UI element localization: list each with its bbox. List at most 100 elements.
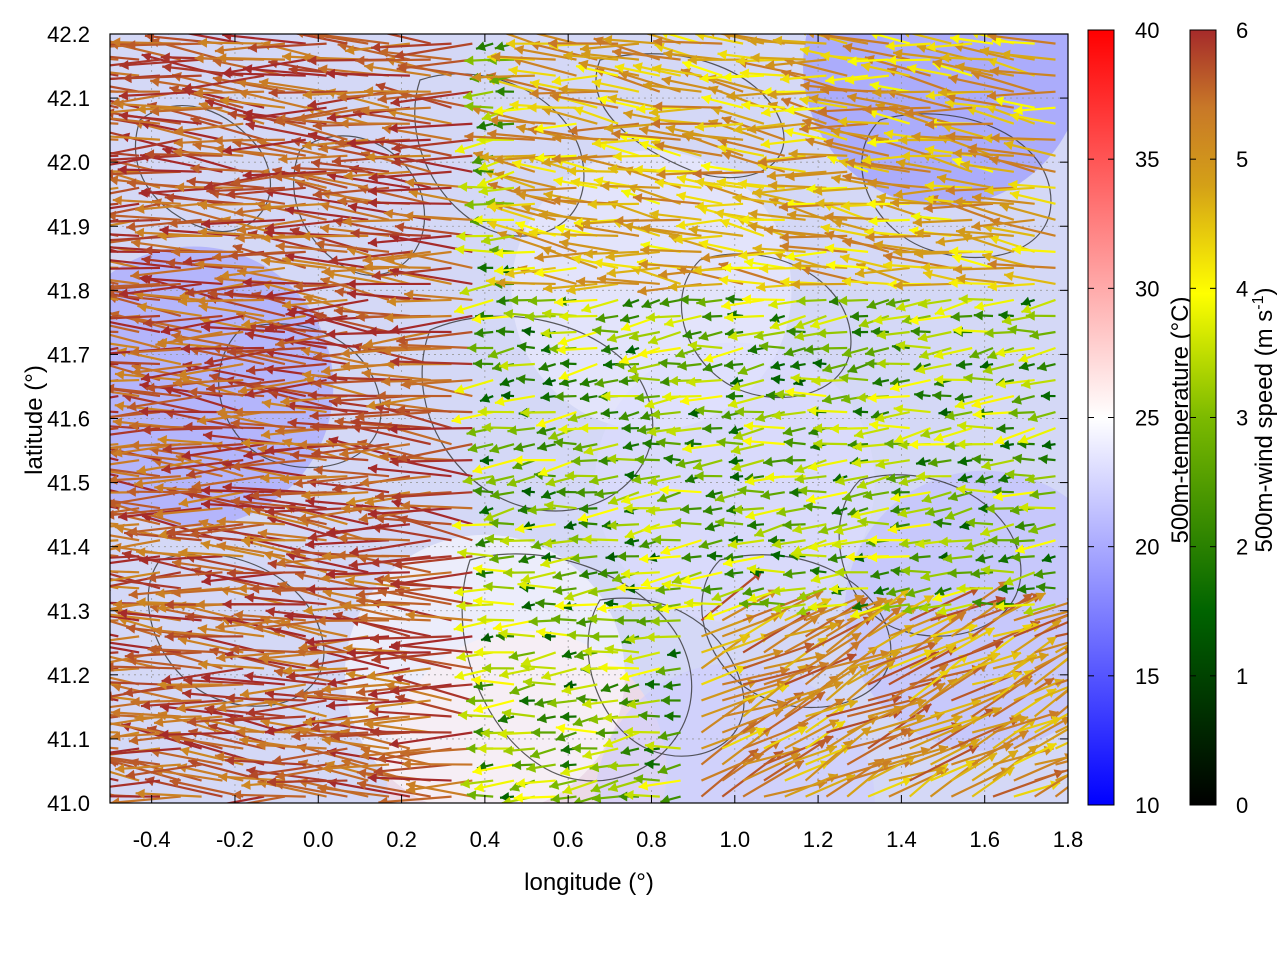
wind-vector-head	[603, 738, 614, 748]
wind-vector-head	[178, 547, 188, 558]
wind-vector-shaft	[846, 606, 902, 654]
wind-vector-shaft	[134, 202, 202, 211]
wind-vector-head	[1046, 636, 1057, 646]
wind-vector-head	[792, 524, 803, 534]
wind-vector-head	[914, 713, 925, 723]
wind-vector-head	[327, 677, 338, 688]
wind-vector-head	[41, 320, 51, 330]
wind-vector-head	[390, 97, 401, 107]
wind-vector-shaft	[909, 586, 981, 622]
wind-vector-head	[886, 473, 896, 483]
wind-vector-shaft	[367, 330, 452, 334]
wind-vector-shaft	[1013, 717, 1068, 750]
wind-vector-shaft	[241, 441, 306, 446]
wind-vector-shaft	[365, 154, 431, 159]
wind-vector-head	[768, 180, 778, 191]
wind-vector-shaft	[992, 653, 1049, 670]
wind-vector-head	[476, 41, 487, 51]
wind-vector-shaft	[935, 234, 994, 244]
wind-vector-head	[820, 51, 830, 62]
wind-vector-head	[665, 124, 676, 135]
wind-vector-head	[796, 606, 807, 616]
wind-vector-head	[654, 42, 665, 53]
wind-vector-head	[457, 548, 467, 559]
colorbar-tick-label: 40	[1135, 18, 1159, 43]
wind-vector-head	[938, 536, 949, 547]
wind-vector-head	[807, 405, 817, 416]
wind-vector-head	[904, 34, 910, 38]
wind-vector-head	[487, 129, 497, 140]
wind-vector-head	[115, 763, 125, 774]
wind-vector-head	[1011, 552, 1021, 563]
wind-vector-head	[765, 390, 776, 401]
wind-vector-head	[222, 482, 232, 493]
wind-vector-shaft	[189, 523, 265, 537]
wind-vector-head	[499, 535, 509, 546]
wind-vector-shaft	[854, 266, 910, 276]
wind-vector-head	[763, 456, 773, 467]
wind-vector-head	[659, 485, 669, 496]
wind-vector-head	[857, 479, 868, 490]
wind-vector-head	[499, 377, 510, 387]
wind-vector-shaft	[245, 699, 327, 715]
wind-vector-head	[265, 445, 275, 456]
wind-vector-head	[573, 442, 583, 453]
wind-vector-shaft	[279, 475, 348, 481]
wind-vector-head	[554, 600, 564, 611]
wind-vector-head	[400, 379, 411, 390]
wind-vector-head	[600, 683, 612, 693]
wind-vector-shaft	[692, 170, 764, 176]
wind-vector-shaft	[404, 292, 473, 302]
wind-vector-head	[1011, 244, 1022, 255]
wind-vector-head	[704, 611, 715, 621]
wind-vector-head	[645, 632, 655, 643]
wind-vector-head	[756, 282, 766, 292]
wind-vector-head	[136, 597, 146, 608]
wind-vector-head	[724, 568, 734, 579]
wind-vector-head	[739, 68, 750, 79]
wind-vector-head	[733, 504, 743, 515]
wind-vector-head	[829, 423, 839, 434]
wind-vector-head	[245, 388, 255, 399]
wind-vector-head	[644, 741, 655, 751]
wind-vector-shaft	[888, 682, 946, 718]
wind-vector-head	[555, 224, 566, 234]
wind-vector-head	[1042, 439, 1052, 450]
wind-vector-head	[345, 45, 355, 55]
x-tick-label: 0.8	[636, 827, 667, 852]
wind-vector-head	[405, 177, 415, 188]
wind-vector-shaft	[363, 722, 431, 734]
wind-vector-head	[969, 739, 980, 748]
wind-vector-shaft	[384, 314, 452, 320]
wind-vector-shaft	[391, 154, 473, 164]
wind-vector-head	[371, 42, 381, 53]
wind-vector-head	[925, 507, 935, 517]
wind-vector-head	[1007, 750, 1018, 760]
wind-vector-head	[451, 414, 462, 425]
wind-vector-head	[79, 433, 89, 443]
wind-vector-shaft	[805, 700, 858, 718]
wind-vector-head	[514, 45, 525, 55]
wind-vector-head	[313, 465, 323, 476]
wind-vector-head	[1023, 605, 1034, 616]
wind-vector-shaft	[971, 679, 1033, 702]
wind-vector-shaft	[135, 792, 202, 798]
wind-vector-shaft	[558, 87, 619, 93]
wind-vector-shaft	[742, 665, 817, 686]
wind-vector-head	[813, 423, 823, 434]
wind-vector-head	[130, 270, 140, 280]
wind-vector-head	[389, 324, 400, 335]
wind-vector-head	[284, 611, 294, 622]
wind-vector-head	[268, 58, 279, 69]
wind-vector-shaft	[605, 250, 660, 259]
wind-vector-head	[225, 189, 236, 200]
wind-vector-head	[496, 326, 506, 337]
wind-vector-head	[98, 255, 108, 265]
wind-vector-shaft	[198, 304, 265, 318]
wind-vector-head	[739, 634, 750, 644]
wind-vector-shaft	[110, 667, 140, 672]
wind-vector-head	[813, 438, 823, 449]
wind-vector-head	[817, 106, 827, 117]
wind-vector-head	[318, 143, 329, 154]
wind-vector-head	[455, 144, 466, 154]
